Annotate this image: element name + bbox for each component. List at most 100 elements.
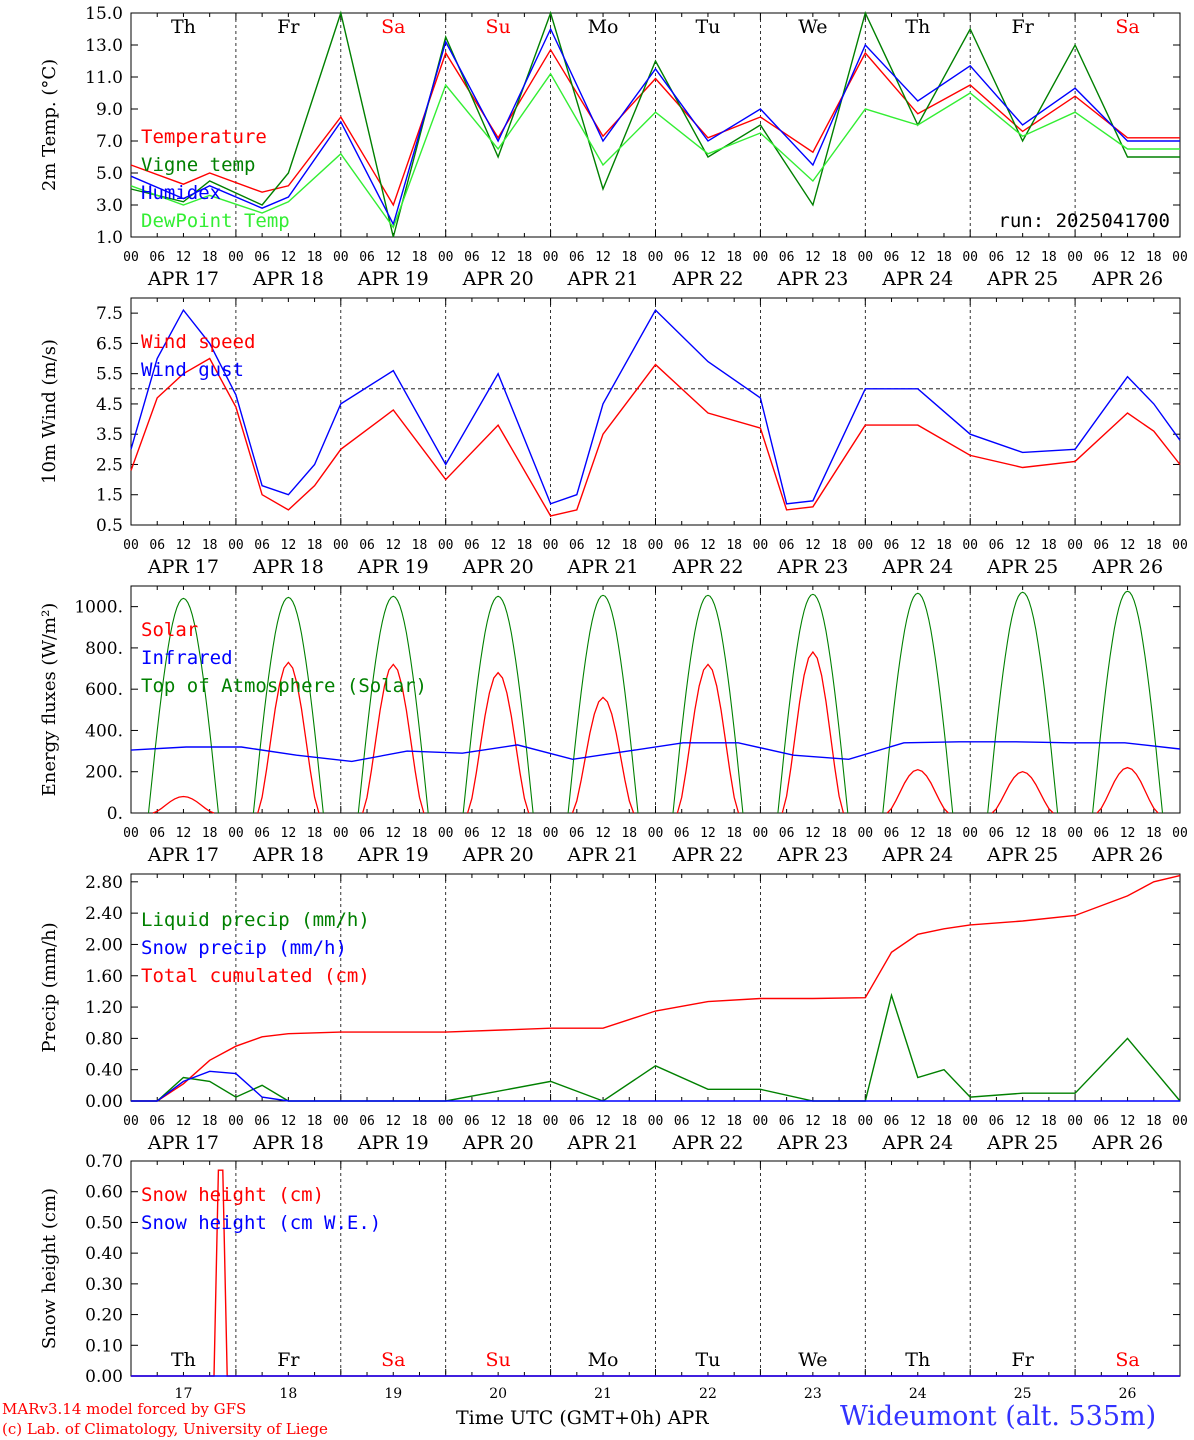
x-hour-label: 00 (1172, 1114, 1188, 1129)
x-hour-label: 18 (621, 538, 637, 553)
x-hour-label: 06 (884, 826, 900, 841)
x-hour-label: 12 (385, 538, 401, 553)
x-day-label: APR 21 (567, 1132, 639, 1154)
weekday-label: We (798, 1349, 827, 1371)
weekday-label: Fr (277, 1349, 300, 1371)
y-axis-title: 2m Temp. (°C) (39, 59, 60, 191)
toa-solar-line (252, 596, 324, 814)
x-day-label: APR 23 (776, 844, 848, 866)
x-hour-label: 06 (989, 250, 1005, 265)
x-hour-label: 06 (989, 1114, 1005, 1129)
x-hour-label: 18 (621, 1114, 637, 1129)
day-number-label: 23 (804, 1386, 822, 1402)
x-day-label: APR 18 (252, 556, 324, 578)
x-hour-label: 00 (962, 250, 978, 265)
x-hour-label: 06 (1093, 826, 1109, 841)
x-day-label: APR 18 (252, 268, 324, 290)
x-hour-label: 18 (307, 1114, 323, 1129)
x-day-label: APR 21 (567, 844, 639, 866)
solar-line (362, 663, 425, 814)
x-hour-label: 00 (228, 538, 244, 553)
y-tick-label: 5.0 (96, 164, 123, 184)
y-tick-label: 3.0 (96, 196, 123, 216)
series-wind-speed (130, 357, 1181, 517)
toa-solar-line (777, 593, 849, 814)
x-hour-label: 18 (1041, 250, 1057, 265)
y-tick-label: 2.80 (85, 873, 123, 893)
x-hour-label: 06 (884, 538, 900, 553)
x-day-label: APR 26 (1091, 556, 1163, 578)
solar-line (466, 671, 530, 814)
x-day-label: APR 20 (462, 268, 534, 290)
x-day-label: APR 24 (881, 844, 953, 866)
x-hour-label: 00 (648, 250, 664, 265)
x-hour-label: 06 (254, 538, 270, 553)
legend-entry: Liquid precip (mm/h) (141, 909, 370, 931)
weekday-label: Sa (381, 16, 405, 38)
weekday-label: Su (486, 1349, 511, 1371)
toa-solar-line (987, 591, 1059, 814)
day-number-label: 22 (699, 1386, 717, 1402)
x-hour-label: 00 (753, 250, 769, 265)
x-hour-label: 00 (1067, 1114, 1083, 1129)
x-hour-label: 12 (805, 538, 821, 553)
weekday-label: Mo (588, 16, 619, 38)
x-hour-label: 00 (753, 538, 769, 553)
weekday-label: Th (905, 1349, 930, 1371)
legend-entry: DewPoint Temp (141, 210, 290, 232)
legend-entry: Wind gust (141, 359, 244, 381)
weekday-label: We (798, 16, 827, 38)
x-hour-label: 00 (333, 826, 349, 841)
x-hour-label: 00 (648, 1114, 664, 1129)
time-axis-title: Time UTC (GMT+0h) APR (456, 1407, 709, 1429)
x-hour-label: 06 (674, 1114, 690, 1129)
x-day-label: APR 24 (881, 1132, 953, 1154)
x-hour-label: 00 (543, 1114, 559, 1129)
weekday-label: Th (171, 1349, 196, 1371)
day-number-label: 20 (489, 1386, 507, 1402)
y-tick-label: 0.00 (85, 1367, 123, 1387)
x-hour-label: 06 (464, 250, 480, 265)
y-tick-label: 1000. (74, 598, 123, 618)
x-hour-label: 18 (831, 1114, 847, 1129)
x-hour-label: 18 (936, 826, 952, 841)
x-hour-label: 06 (884, 250, 900, 265)
x-hour-label: 06 (989, 826, 1005, 841)
legend-entry: Snow height (cm) (141, 1184, 324, 1206)
x-hour-label: 12 (490, 250, 506, 265)
x-hour-label: 06 (1093, 250, 1109, 265)
y-axis-title: Energy fluxes (W/m²) (39, 603, 60, 797)
legend-entry: Total cumulated (cm) (141, 965, 370, 987)
y-axis-title: 10m Wind (m/s) (39, 339, 60, 484)
x-hour-label: 18 (621, 250, 637, 265)
solar-line (571, 696, 635, 814)
x-hour-label: 12 (385, 1114, 401, 1129)
solar-line (991, 771, 1054, 814)
x-hour-label: 12 (385, 826, 401, 841)
solar-line (257, 661, 320, 814)
x-hour-label: 06 (779, 826, 795, 841)
y-tick-label: 1.20 (85, 998, 123, 1018)
x-hour-label: 18 (936, 538, 952, 553)
x-hour-label: 06 (359, 250, 375, 265)
weekday-label: Sa (1115, 1349, 1139, 1371)
x-hour-label: 06 (569, 1114, 585, 1129)
x-hour-label: 00 (753, 826, 769, 841)
x-hour-label: 12 (1015, 1114, 1031, 1129)
toa-solar-line (882, 592, 954, 814)
legend-entry: Temperature (141, 126, 267, 148)
x-hour-label: 12 (1120, 250, 1136, 265)
x-hour-label: 06 (149, 250, 165, 265)
legend-entry: Vigne temp (141, 154, 255, 176)
x-hour-label: 18 (936, 1114, 952, 1129)
x-hour-label: 00 (438, 1114, 454, 1129)
y-axis-title: Snow height (cm) (39, 1188, 60, 1349)
y-tick-label: 1.60 (85, 967, 123, 987)
x-hour-label: 18 (726, 250, 742, 265)
y-tick-label: 5.5 (96, 365, 123, 385)
weekday-label: Mo (588, 1349, 619, 1371)
x-hour-label: 12 (595, 1114, 611, 1129)
x-day-label: APR 19 (357, 556, 429, 578)
y-tick-label: 0.40 (85, 1244, 123, 1264)
